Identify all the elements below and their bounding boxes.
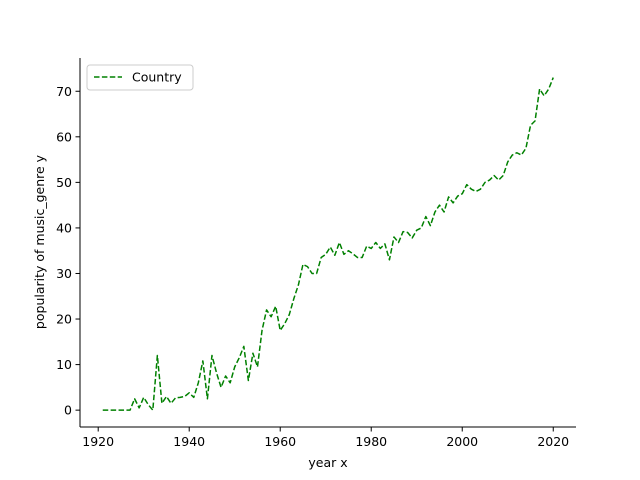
x-tick-label: 1920: [82, 434, 114, 449]
y-tick-label: 70: [56, 84, 72, 99]
legend: Country: [86, 64, 194, 91]
y-axis-label: popularity of music_genre y: [32, 154, 47, 329]
y-tick-label: 0: [64, 403, 72, 418]
x-axis-ticks: 1920 1940 1960 1980 2000 2020: [82, 427, 569, 449]
y-tick-label: 20: [56, 312, 72, 327]
legend-label-country: Country: [132, 70, 182, 85]
y-tick-label: 40: [56, 220, 72, 235]
x-tick-label: 2020: [537, 434, 569, 449]
series-line-country: [102, 77, 554, 411]
x-tick-label: 2000: [446, 434, 478, 449]
y-tick-label: 60: [56, 129, 72, 144]
legend-frame: [86, 64, 194, 91]
x-axis-label: year x: [308, 455, 347, 470]
x-tick-label: 1960: [264, 434, 296, 449]
y-tick-label: 50: [56, 175, 72, 190]
y-tick-label: 30: [56, 266, 72, 281]
y-tick-label: 10: [56, 357, 72, 372]
y-axis-ticks: 0 10 20 30 40 50 60 70: [56, 84, 80, 418]
x-tick-label: 1940: [173, 434, 205, 449]
plot-area: [102, 77, 554, 411]
x-tick-label: 1980: [355, 434, 387, 449]
